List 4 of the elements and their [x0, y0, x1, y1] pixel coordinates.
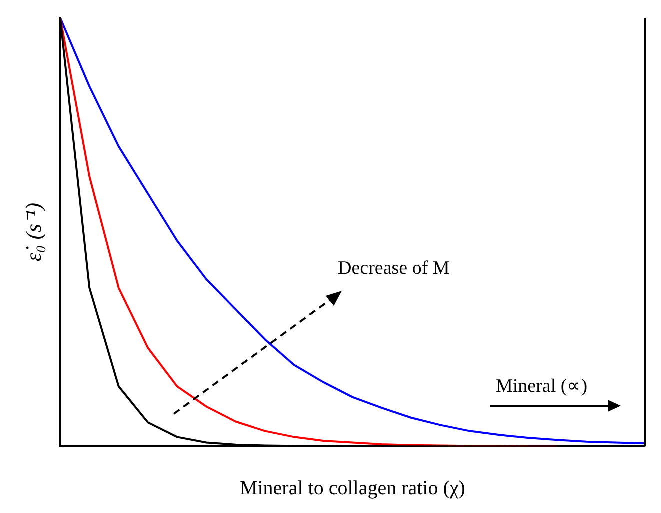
- annotation: Mineral (∝): [496, 375, 588, 398]
- annotation: Decrease of M: [338, 258, 450, 280]
- y-axis-title: ε̇₀ (s⁻¹): [20, 202, 46, 262]
- x-axis-title: Mineral to collagen ratio (χ): [240, 477, 466, 500]
